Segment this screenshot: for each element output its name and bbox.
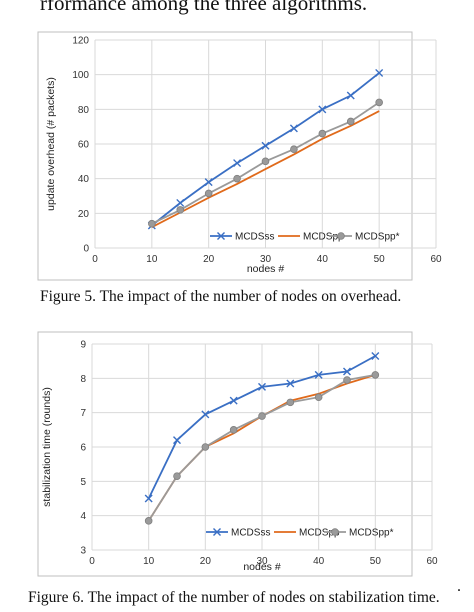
data-point-mcdspp-star xyxy=(204,189,213,198)
y-tick-label: 7 xyxy=(80,408,86,419)
legend-marker-mcdsss xyxy=(213,528,221,536)
legend-label-mcdspp: MCDSpp xyxy=(303,232,344,243)
data-point-mcdsss xyxy=(201,410,210,419)
data-point-mcdspp-star xyxy=(148,219,156,228)
legend-label-mcdsss: MCDSss xyxy=(231,528,270,539)
chart-frame xyxy=(37,31,413,281)
x-axis-label: nodes # xyxy=(243,561,281,573)
data-point-mcdsss xyxy=(229,396,238,405)
legend-label-mcdspp-star: MCDSpp* xyxy=(355,232,400,243)
x-tick-label: 0 xyxy=(92,254,98,265)
stabilization-chart: 0 10 20 30 40 50 60 3 4 5 6 7 8 9 nodes # stabilization… xyxy=(37,331,438,577)
data-point-mcdspp-star xyxy=(173,472,181,480)
x-tick-label: 40 xyxy=(313,556,325,567)
data-point-mcdsss xyxy=(318,105,327,114)
data-point-mcdsss xyxy=(233,159,242,168)
data-point-mcdspp-star xyxy=(314,393,323,402)
data-point-mcdsss xyxy=(286,379,295,388)
y-tick-label: 60 xyxy=(78,140,90,151)
data-point-mcdsss xyxy=(289,124,298,133)
y-tick-label: 120 xyxy=(72,36,89,47)
trailing-dot: . xyxy=(457,578,461,595)
data-point-mcdspp-star xyxy=(286,398,295,407)
data-point-mcdsss xyxy=(314,370,323,379)
data-point-mcdspp-star xyxy=(229,426,238,434)
y-tick-label: 80 xyxy=(78,105,90,116)
figure-5-caption: Figure 5. The impact of the number of no… xyxy=(40,288,402,305)
preceding-body-text: rformance among the three algorithms. xyxy=(40,0,368,15)
data-point-mcdspp-star xyxy=(375,98,383,107)
data-point-mcdsss xyxy=(258,382,266,391)
x-axis-label: nodes # xyxy=(247,263,285,275)
y-tick-label: 6 xyxy=(80,443,86,454)
x-tick-label: 30 xyxy=(256,556,268,567)
x-tick-label: 10 xyxy=(143,556,155,567)
legend-label-mcdsss: MCDSss xyxy=(235,232,274,243)
x-tick-label: 50 xyxy=(374,254,386,265)
overhead-chart: 0 10 20 30 40 50 60 0 20 40 60 80 100 120 nodes # updat… xyxy=(37,31,442,281)
data-point-mcdspp-star xyxy=(371,371,380,379)
y-tick-label: 20 xyxy=(78,209,90,220)
x-tick-label: 60 xyxy=(430,254,442,265)
x-tick-label: 10 xyxy=(146,254,158,265)
figure-6-caption: Figure 6. The impact of the number of no… xyxy=(28,589,440,606)
data-point-mcdsss xyxy=(261,141,270,150)
y-tick-label: 9 xyxy=(80,340,86,351)
data-point-mcdsss xyxy=(343,367,351,376)
legend-marker-mcdspp-star xyxy=(331,528,339,536)
y-tick-label: 40 xyxy=(78,174,90,185)
y-tick-label: 100 xyxy=(72,70,89,81)
legend-label-mcdspp: MCDSpp xyxy=(299,528,340,539)
data-point-mcdspp-star xyxy=(290,145,298,153)
x-tick-label: 0 xyxy=(89,556,95,567)
data-point-mcdspp-star xyxy=(261,157,270,166)
series-line-mcdspp xyxy=(151,110,380,228)
x-tick-label: 20 xyxy=(203,254,215,265)
y-tick-label: 0 xyxy=(83,244,89,255)
data-point-mcdsss xyxy=(371,352,380,361)
chart-frame xyxy=(37,331,413,577)
x-tick-label: 40 xyxy=(317,254,329,265)
data-point-mcdspp-star xyxy=(144,517,153,525)
data-point-mcdspp-star xyxy=(176,206,185,214)
x-tick-label: 60 xyxy=(426,556,438,567)
x-tick-label: 30 xyxy=(260,254,272,265)
data-point-mcdsss xyxy=(346,91,355,100)
data-point-mcdspp-star xyxy=(258,412,266,420)
data-point-mcdsss xyxy=(173,436,181,445)
x-tick-label: 20 xyxy=(200,556,212,567)
y-axis-label: stabilization time (rounds) xyxy=(41,387,53,507)
x-tick-label: 50 xyxy=(370,556,382,567)
data-point-mcdspp-star xyxy=(318,129,327,138)
data-point-mcdsss xyxy=(375,68,384,77)
data-point-mcdsss xyxy=(176,198,185,207)
y-tick-label: 5 xyxy=(80,477,86,488)
data-point-mcdsss xyxy=(144,494,153,503)
data-point-mcdspp-star xyxy=(343,376,351,384)
legend-marker-mcdspp-star xyxy=(337,232,345,240)
data-point-mcdsss xyxy=(204,178,213,187)
data-point-mcdspp-star xyxy=(346,117,355,126)
y-tick-label: 4 xyxy=(80,511,86,522)
y-tick-label: 8 xyxy=(80,374,86,385)
y-tick-label: 3 xyxy=(80,546,86,557)
data-point-mcdspp-star xyxy=(233,174,241,183)
legend-marker-mcdsss xyxy=(217,232,225,240)
legend-label-mcdspp-star: MCDSpp* xyxy=(349,528,394,539)
data-point-mcdspp-star xyxy=(201,443,210,451)
y-axis-label: update overhead (# packets) xyxy=(45,77,57,211)
